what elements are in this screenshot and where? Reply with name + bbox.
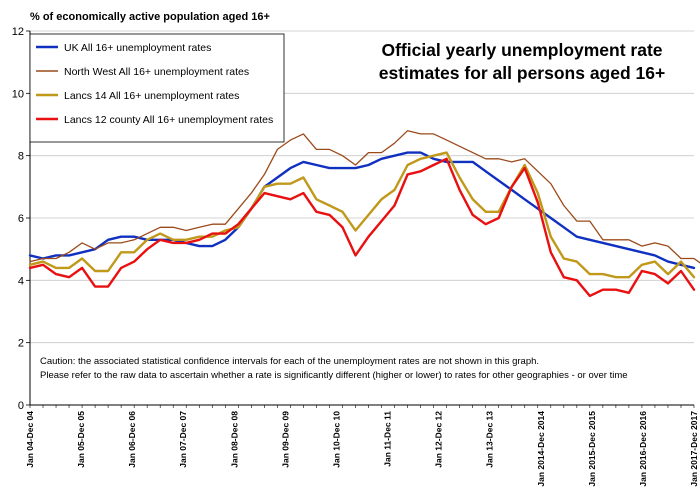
x-tick-label: Jan 04-Dec 04 (25, 411, 35, 468)
x-tick-label: Jan 05-Dec 05 (76, 411, 86, 468)
x-tick-labels: Jan 04-Dec 04 Jan 05-Dec 05 Jan 06-Dec 06 J… (25, 411, 699, 487)
y-tick-label: 0 (18, 400, 24, 412)
x-tick-label: Jan 06-Dec 06 (127, 411, 137, 468)
x-tick-label: Jan 08-Dec 08 (229, 411, 239, 468)
x-tick-label: Jan 13-Dec 13 (485, 411, 495, 468)
x-tick-label: Jan 09-Dec 09 (280, 411, 290, 468)
legend-label: UK All 16+ unemployment rates (64, 42, 211, 54)
chart-title-line-2: estimates for all persons aged 16+ (379, 63, 665, 83)
legend-label: Lancs 14 All 16+ unemployment rates (64, 90, 239, 102)
x-tick-label: Jan 11-Dec 11 (383, 411, 393, 467)
y-tick-labels: 0 2 4 6 8 10 12 (12, 26, 24, 412)
series-line-3 (28, 151, 696, 279)
x-tick-label: Jan 12-Dec 12 (434, 411, 444, 468)
series-line-1 (28, 151, 696, 270)
y-tick-label: 10 (12, 88, 24, 100)
y-tick-label: 2 (18, 338, 24, 350)
y-axis-label: % of economically active population aged… (30, 11, 270, 23)
x-tick-label: Jan 2015-Dec 2015 (587, 411, 597, 487)
x-tick-label: Jan 2017-Dec 2017 (689, 411, 699, 487)
series-line-4 (28, 157, 696, 298)
legend: UK All 16+ unemployment rates North West … (29, 33, 285, 143)
series-line-2 (29, 130, 700, 264)
caution-note-line-1: Caution: the associated statistical conf… (40, 356, 539, 367)
x-tick-label: Jan 07-Dec 07 (178, 411, 188, 468)
legend-label: Lancs 12 county All 16+ unemployment rat… (64, 114, 273, 126)
x-tick-label: Jan 10-Dec 10 (331, 411, 341, 468)
y-tick-label: 8 (18, 151, 24, 163)
caution-note-line-2: Please refer to the raw data to ascertai… (40, 370, 628, 381)
y-tick-label: 6 (18, 213, 24, 225)
y-tick-label: 4 (18, 275, 24, 287)
legend-label: North West All 16+ unemployment rates (64, 66, 249, 78)
series-lines (28, 130, 700, 298)
x-tick-label: Jan 2014-Dec 2014 (536, 411, 546, 487)
chart-title-line-1: Official yearly unemployment rate (381, 40, 662, 60)
x-tick-label: Jan 2016-Dec 2016 (638, 411, 648, 487)
legend-box (29, 33, 285, 143)
gridlines (30, 30, 694, 344)
y-tick-label: 12 (12, 26, 24, 38)
